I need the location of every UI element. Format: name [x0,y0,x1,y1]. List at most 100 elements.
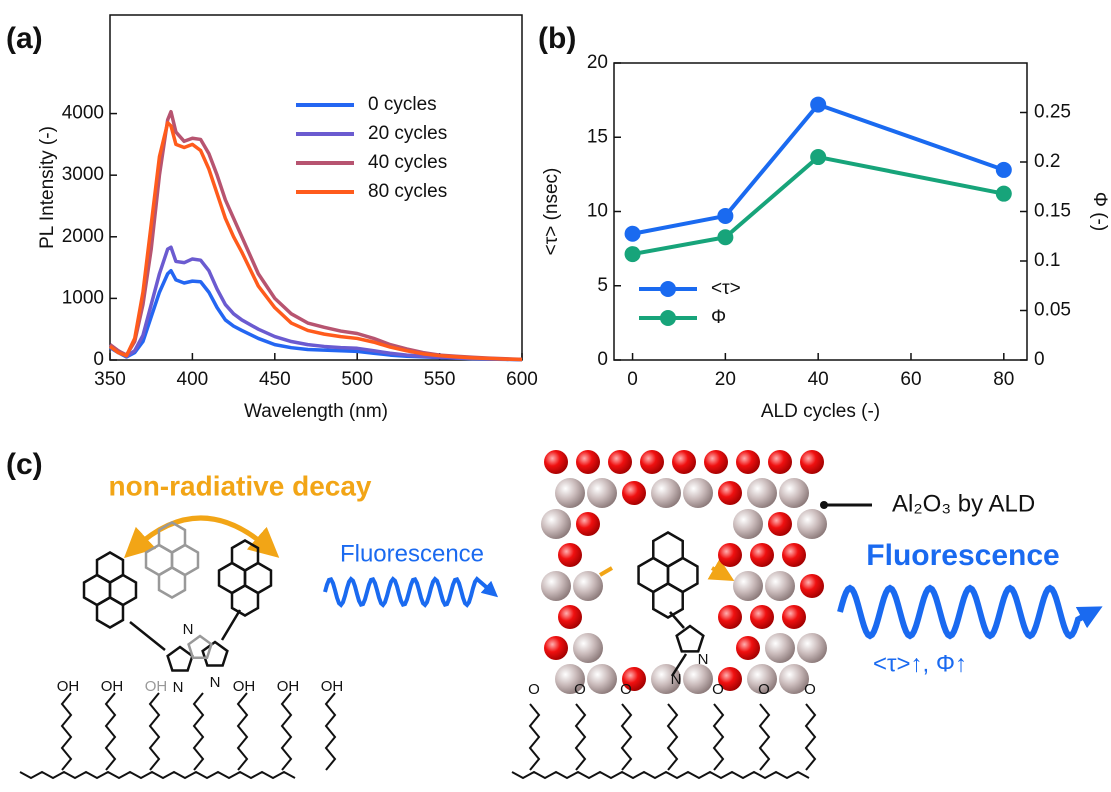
alkyl-chain [62,693,71,770]
y-tick-label: 3000 [62,164,104,185]
atom-label: N [210,674,221,691]
alkyl-chain [576,704,585,770]
sphere [576,512,600,536]
plot-frame [110,15,522,360]
marker [717,229,733,245]
y-tick-label: 5 [597,275,608,296]
triazole [677,626,704,651]
page: (a) (b) (c) non-radiative decay Fluoresc… [0,0,1111,792]
alkyl-chain [760,704,769,770]
hydroxyl-label: OH [321,678,344,695]
sphere [576,450,600,474]
y-tick-label: 0 [597,349,608,370]
sphere [573,633,603,663]
backbone [512,772,809,778]
series-line [110,112,522,360]
x-tick-label: 60 [900,369,921,390]
sphere [718,543,742,567]
marker [996,186,1012,202]
sphere [544,636,568,660]
x-axis-label: Wavelength (nm) [244,401,388,422]
y2-tick-label: 0.25 [1034,102,1071,123]
x-tick-label: 400 [177,369,209,390]
sphere [541,509,571,539]
series-line [633,105,1004,234]
panel-label: (a) [6,22,43,55]
y2-tick-label: 0.1 [1034,250,1060,271]
nonradiative-label: non-radiative decay [109,470,372,501]
y2-tick-label: 0 [1034,349,1045,370]
sphere [800,574,824,598]
marker [996,162,1012,178]
ether-label: O [620,681,632,698]
alkyl-chain [530,704,539,770]
sphere [736,636,760,660]
sphere [768,512,792,536]
sphere [782,543,806,567]
atom-label: N [671,671,682,688]
backbone [20,772,295,778]
x-tick-label: 550 [424,369,456,390]
improvement-label: <τ>↑, Φ↑ [873,650,967,677]
alkyl-chain [668,704,677,770]
alkyl-chain [714,704,723,770]
small-arrow [600,568,724,575]
y-tick-label: 10 [587,201,608,222]
alkyl-chain [150,693,159,770]
atom-label: N [698,651,709,668]
sphere [587,664,617,694]
marker [810,97,826,113]
y2-tick-label: 0.05 [1034,300,1071,321]
sphere [800,450,824,474]
legend-label: Φ [711,307,726,328]
pointer-dot [820,501,828,509]
alkyl-chain [194,693,203,770]
ring [97,553,123,583]
marker [810,149,826,165]
hydroxyl-label: OH [101,678,124,695]
alkyl-chain [326,693,335,770]
sphere [541,571,571,601]
ring [159,568,185,598]
fluorescence-label: Fluorescence [340,540,484,567]
x-tick-label: 600 [506,369,538,390]
panel-label: (c) [6,448,43,481]
panel-label: (b) [538,22,576,55]
ring [232,541,258,571]
sphere [765,633,795,663]
figure: (a) (b) (c) non-radiative decay Fluoresc… [0,0,1111,787]
alkyl-chain [622,704,631,770]
y-tick-label: 0 [93,349,104,370]
y-tick-label: 2000 [62,226,104,247]
sphere [651,478,681,508]
sphere [622,481,646,505]
sphere [683,478,713,508]
sphere [558,543,582,567]
ether-label: O [758,681,770,698]
ring [97,598,123,628]
ring [653,533,682,567]
sphere [782,605,806,629]
ether-label: O [574,681,586,698]
fluorescence-wave [325,579,492,605]
atom-label: N [183,621,194,638]
legend-label: <τ> [711,278,741,299]
marker [625,246,641,262]
y2-tick-label: 0.15 [1034,201,1071,222]
sphere [750,605,774,629]
marker [717,208,733,224]
sphere [797,633,827,663]
sphere [733,509,763,539]
x-axis-label: ALD cycles (-) [761,401,880,422]
sphere [747,478,777,508]
sphere [587,478,617,508]
legend-label: 40 cycles [368,152,447,173]
sphere [555,478,585,508]
marker [625,226,641,242]
sphere [544,450,568,474]
series-line [633,157,1004,254]
sphere [733,571,763,601]
sphere [640,450,664,474]
y-axis-label: <τ> (nsec) [541,168,562,256]
x-tick-label: 0 [627,369,638,390]
